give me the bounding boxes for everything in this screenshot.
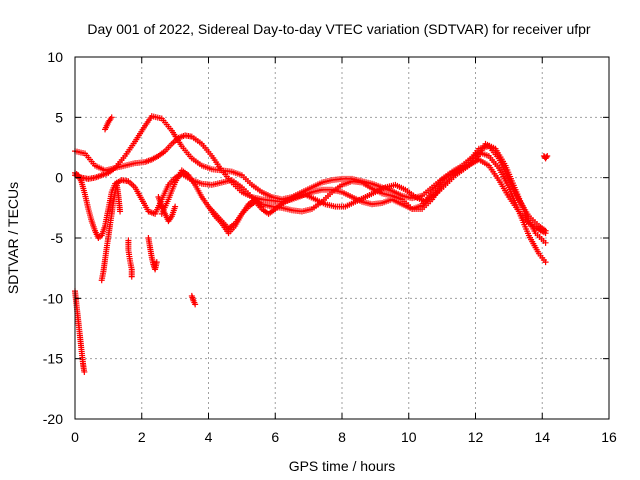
series-arc-c xyxy=(72,149,549,266)
series-fragment-d xyxy=(125,237,135,280)
x-tick-label: 4 xyxy=(205,429,213,445)
x-axis-label: GPS time / hours xyxy=(289,458,396,474)
x-tick-label: 10 xyxy=(401,429,417,445)
data-point xyxy=(117,208,124,215)
series-fragment-i xyxy=(540,152,551,162)
series-fragment-g xyxy=(188,292,199,308)
y-tick-label: 0 xyxy=(55,170,63,186)
data-point xyxy=(258,203,265,210)
x-tick-label: 8 xyxy=(338,429,346,445)
data-point xyxy=(192,301,199,308)
axis-ticks: 0 2 4 6 8 10 12 14 16 -20 -15 -10 -5 0 5 10 xyxy=(43,49,617,445)
grid xyxy=(75,57,609,419)
data-point xyxy=(108,114,115,121)
x-tick-label: 14 xyxy=(534,429,550,445)
x-tick-label: 16 xyxy=(601,429,617,445)
y-tick-label: 10 xyxy=(47,49,63,65)
data-point xyxy=(172,203,179,210)
data-point xyxy=(542,227,549,234)
data-point xyxy=(544,152,551,159)
y-axis-label: SDTVAR / TECUs xyxy=(5,182,21,294)
data-point xyxy=(543,154,550,161)
series-fragment-e xyxy=(145,235,160,273)
chart-title: Day 001 of 2022, Sidereal Day-to-day VTE… xyxy=(87,21,591,37)
series-arc-b xyxy=(72,113,549,234)
series-fragment-a xyxy=(72,288,88,375)
y-tick-label: 5 xyxy=(55,109,63,125)
y-tick-label: -5 xyxy=(51,230,64,246)
data-point xyxy=(542,239,549,246)
y-tick-label: -10 xyxy=(43,290,63,306)
data-point xyxy=(153,259,160,266)
series-fragment-f xyxy=(155,193,179,225)
data-point xyxy=(128,273,135,280)
y-tick-label: -15 xyxy=(43,351,63,367)
x-tick-label: 12 xyxy=(468,429,484,445)
data-points xyxy=(72,113,551,375)
series-fragment-h xyxy=(205,196,265,237)
data-point xyxy=(542,259,549,266)
data-point xyxy=(81,368,88,375)
x-tick-label: 0 xyxy=(71,429,79,445)
series-fragment-b xyxy=(98,180,124,284)
x-tick-label: 6 xyxy=(271,429,279,445)
y-tick-label: -20 xyxy=(43,411,63,427)
series-fragment-c xyxy=(102,114,115,133)
x-tick-label: 2 xyxy=(138,429,146,445)
